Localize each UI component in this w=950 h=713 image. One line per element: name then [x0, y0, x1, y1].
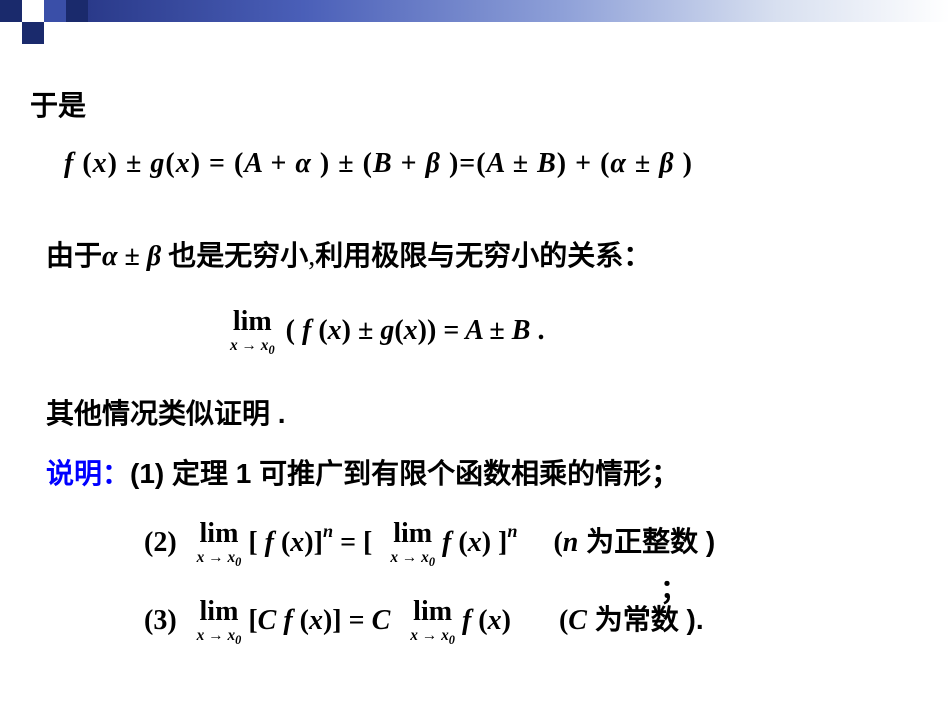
corner-squares	[0, 0, 88, 44]
text-note-3: (3) lim x → x0 [C f (x)] = C lim x → x0 …	[144, 598, 704, 647]
text-other-cases: 其他情况类似证明 .	[46, 392, 286, 432]
equation-2-limit: lim x → x0 ( f (x) ± g(x)) = A ± B .	[230, 308, 544, 356]
text-note-1: 说明：(1) 定理 1 可推广到有限个函数相乘的情形；	[46, 452, 679, 492]
text-therefore: 于是	[30, 84, 86, 124]
text-note-2: (2) lim x → x0 [ f (x)]n = [ lim x → x0 …	[144, 520, 715, 569]
top-gradient-bar	[88, 0, 950, 22]
text-since-infinitesimal: 由于α ± β 也是无穷小,利用极限与无穷小的关系：	[46, 234, 651, 274]
equation-1: f (x) ± g(x) = (A + α ) ± (B + β )=(A ± …	[64, 148, 693, 180]
slide-top-decor	[0, 0, 950, 46]
